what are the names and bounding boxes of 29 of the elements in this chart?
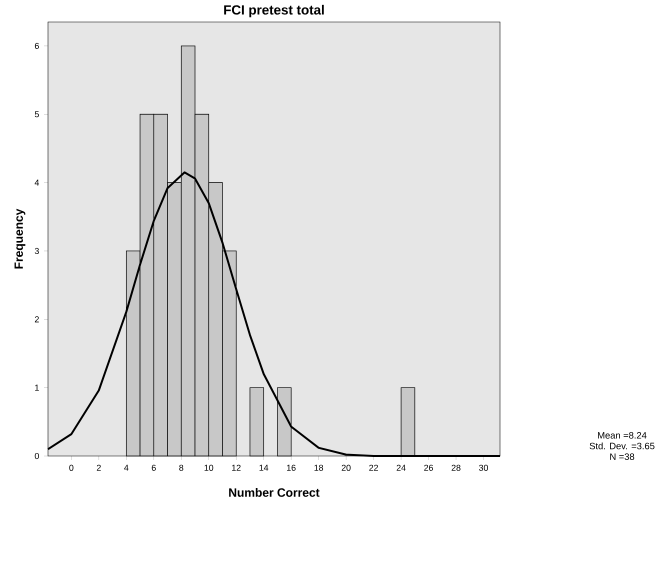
x-tick-label: 8 <box>179 464 184 471</box>
y-tick-label: 2 <box>34 316 39 322</box>
x-tick-label: 26 <box>424 464 433 471</box>
x-tick-label: 10 <box>204 464 214 471</box>
x-tick-label: 22 <box>369 464 378 471</box>
x-tick-label: 6 <box>152 464 156 471</box>
text: Mean =8.24 <box>598 432 647 439</box>
y-tick-label: 1 <box>35 384 39 391</box>
x-tick-label: 24 <box>396 464 406 471</box>
x-tick-label: 20 <box>342 464 351 471</box>
x-tick-label: 0 <box>69 464 74 471</box>
text: Std. Dev. =3.65 <box>590 442 654 450</box>
x-tick-label: 2 <box>96 464 101 471</box>
y-tick-label: 3 <box>34 248 39 254</box>
x-tick-label: 16 <box>287 464 296 471</box>
y-tick-label: 6 <box>34 42 39 49</box>
y-axis-title: Frequency <box>14 208 26 269</box>
x-tick-label: 18 <box>314 464 324 471</box>
x-tick-label: 30 <box>479 464 488 471</box>
y-tick-label: 4 <box>34 180 40 186</box>
y-tick-label: 0 <box>34 452 39 460</box>
x-axis-title: Number Correct <box>229 488 320 497</box>
chart-title: FCI pretest total <box>224 4 324 18</box>
x-tick-label: 4 <box>124 464 128 471</box>
x-tick-label: 28 <box>452 464 460 471</box>
y-tick-label: 5 <box>34 111 39 118</box>
x-tick-label: 12 <box>232 464 241 471</box>
text: N =38 <box>610 453 634 460</box>
x-tick-label: 14 <box>260 464 268 471</box>
